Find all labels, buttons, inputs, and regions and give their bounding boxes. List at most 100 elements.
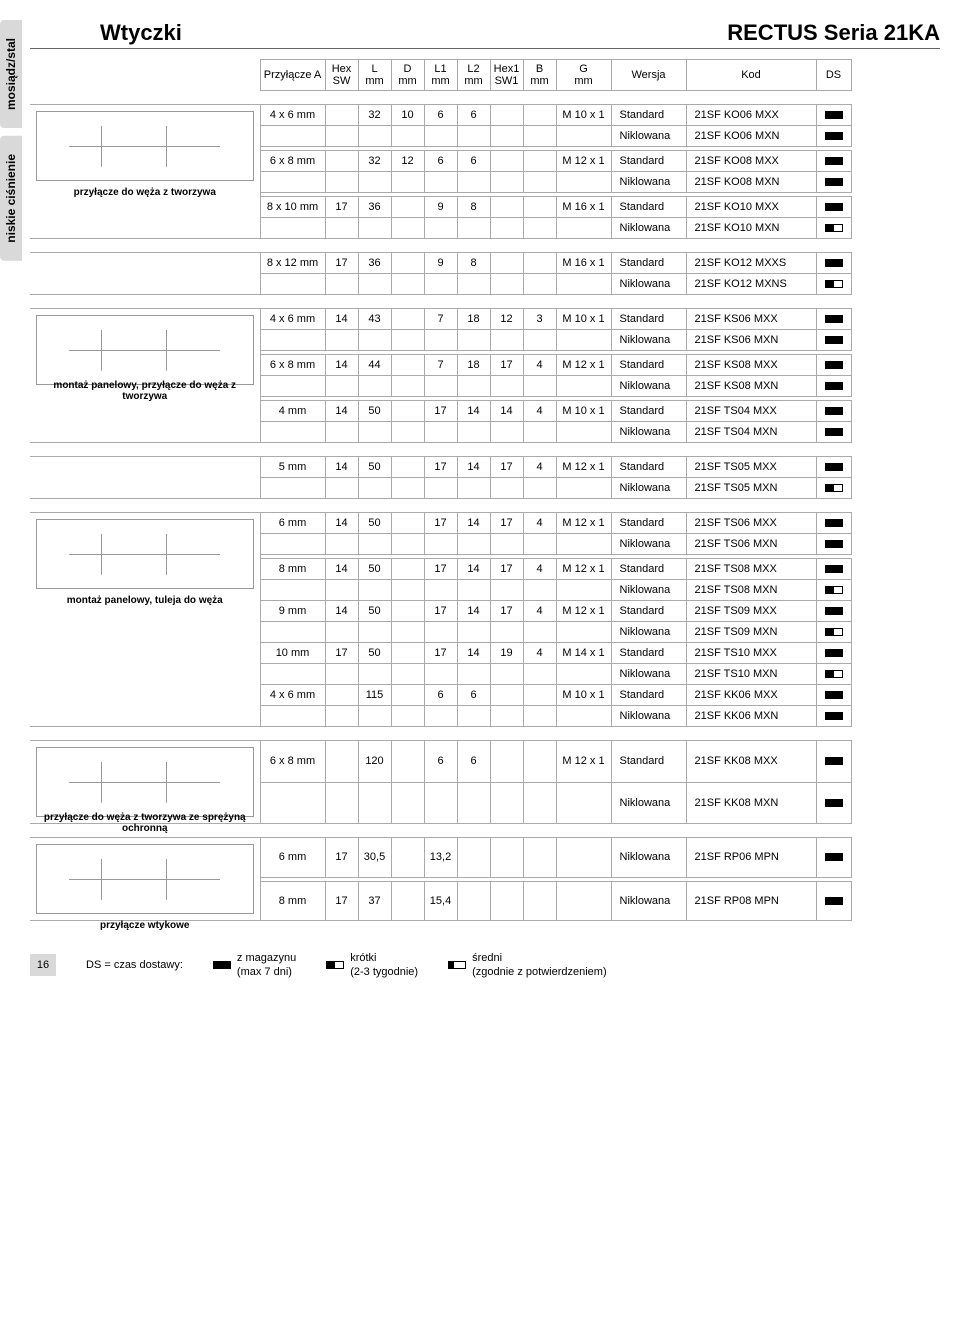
ds-indicator-icon — [825, 259, 843, 267]
cell-hex1: 14 — [490, 401, 523, 422]
cell-g: M 12 x 1 — [556, 151, 611, 172]
cell-b: 3 — [523, 309, 556, 330]
cell-hex — [325, 782, 358, 824]
connector-diagram — [36, 747, 254, 817]
cell-kod: 21SF TS10 MXN — [686, 664, 816, 685]
cell-l2: 8 — [457, 197, 490, 218]
cell-ver: Niklowana — [611, 274, 686, 295]
footer-label: DS = czas dostawy: — [86, 959, 183, 971]
cell-b — [523, 218, 556, 239]
cell-l: 115 — [358, 685, 391, 706]
cell-ds — [816, 274, 851, 295]
cell-b — [523, 534, 556, 555]
cell-hex — [325, 534, 358, 555]
cell-ver: Standard — [611, 741, 686, 783]
cell-l2: 14 — [457, 643, 490, 664]
cell-d — [391, 741, 424, 783]
cell-hex — [325, 741, 358, 783]
cell-hex1 — [490, 253, 523, 274]
ds-indicator-icon — [825, 897, 843, 905]
cell-ver: Standard — [611, 105, 686, 126]
cell-g: M 10 x 1 — [556, 105, 611, 126]
cell-l: 50 — [358, 643, 391, 664]
cell-hex1 — [490, 881, 523, 921]
col-l2: L2mm — [457, 60, 490, 91]
cell-l — [358, 622, 391, 643]
cell-ver: Niklowana — [611, 622, 686, 643]
cell-hex — [325, 422, 358, 443]
cell-a — [260, 126, 325, 147]
cell-l — [358, 534, 391, 555]
cell-hex — [325, 105, 358, 126]
cell-l: 32 — [358, 151, 391, 172]
cell-l: 50 — [358, 559, 391, 580]
cell-l2 — [457, 330, 490, 351]
table-row: 5 mm14501714174M 12 x 1Standard21SF TS05… — [30, 457, 940, 478]
diagram-cell — [30, 105, 260, 239]
cell-kod: 21SF TS06 MXX — [686, 513, 816, 534]
cell-a: 6 x 8 mm — [260, 355, 325, 376]
col-kod: Kod — [686, 60, 816, 91]
cell-hex: 14 — [325, 513, 358, 534]
cell-b — [523, 197, 556, 218]
cell-ver: Niklowana — [611, 881, 686, 921]
cell-l1 — [424, 782, 457, 824]
ds-indicator-icon — [825, 203, 843, 211]
cell-kod: 21SF TS08 MXX — [686, 559, 816, 580]
cell-hex — [325, 664, 358, 685]
cell-kod: 21SF TS08 MXN — [686, 580, 816, 601]
ds-indicator-icon — [825, 799, 843, 807]
cell-d — [391, 172, 424, 193]
cell-ver: Niklowana — [611, 838, 686, 878]
cell-d — [391, 478, 424, 499]
cell-b — [523, 838, 556, 878]
cell-ver: Standard — [611, 685, 686, 706]
cell-g — [556, 172, 611, 193]
cell-l1 — [424, 478, 457, 499]
cell-hex1 — [490, 218, 523, 239]
cell-l1: 6 — [424, 685, 457, 706]
cell-a: 4 x 6 mm — [260, 309, 325, 330]
cell-b: 4 — [523, 513, 556, 534]
cell-kod: 21SF KO06 MXN — [686, 126, 816, 147]
cell-ver: Standard — [611, 601, 686, 622]
cell-l: 32 — [358, 105, 391, 126]
col-hex: HexSW — [325, 60, 358, 91]
cell-kod: 21SF KK06 MXX — [686, 685, 816, 706]
page-number: 16 — [30, 954, 56, 976]
header-row: Przyłącze A HexSW Lmm Dmm L1mm L2mm Hex1… — [30, 60, 940, 91]
cell-hex1 — [490, 706, 523, 727]
cell-g: M 12 x 1 — [556, 559, 611, 580]
cell-l2: 14 — [457, 559, 490, 580]
cell-l2: 6 — [457, 685, 490, 706]
cell-hex: 17 — [325, 838, 358, 878]
cell-ver: Standard — [611, 457, 686, 478]
cell-ds — [816, 151, 851, 172]
cell-ds — [816, 534, 851, 555]
cell-l2: 6 — [457, 741, 490, 783]
cell-b — [523, 422, 556, 443]
cell-kod: 21SF KS08 MXN — [686, 376, 816, 397]
cell-ds — [816, 172, 851, 193]
cell-kod: 21SF TS09 MXX — [686, 601, 816, 622]
cell-a: 6 x 8 mm — [260, 741, 325, 783]
ds-indicator-icon — [825, 484, 843, 492]
cell-kod: 21SF KK08 MXX — [686, 741, 816, 783]
ds-indicator-icon — [825, 407, 843, 415]
cell-g: M 10 x 1 — [556, 309, 611, 330]
cell-l: 36 — [358, 253, 391, 274]
cell-a — [260, 664, 325, 685]
cell-hex1 — [490, 580, 523, 601]
cell-hex1: 17 — [490, 513, 523, 534]
cell-d — [391, 126, 424, 147]
cell-hex: 14 — [325, 601, 358, 622]
ds-indicator-icon — [825, 111, 843, 119]
cell-b — [523, 622, 556, 643]
cell-l1 — [424, 274, 457, 295]
cell-ds — [816, 218, 851, 239]
cell-l1: 6 — [424, 105, 457, 126]
ds-indicator-icon — [825, 607, 843, 615]
cell-l: 50 — [358, 401, 391, 422]
cell-l2: 18 — [457, 355, 490, 376]
cell-hex1 — [490, 172, 523, 193]
